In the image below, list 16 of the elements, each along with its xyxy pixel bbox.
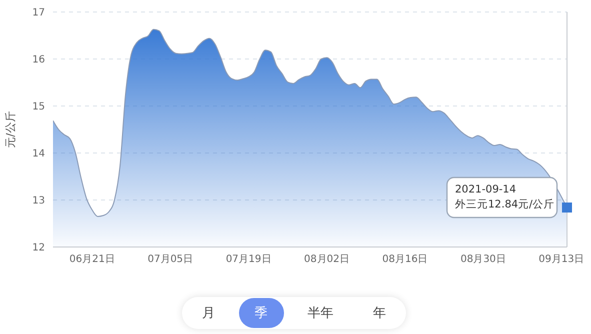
x-tick-label: 06月21日 — [69, 254, 115, 266]
period-selector: 月 季 半年 年 — [182, 297, 406, 329]
y-tick-label: 13 — [32, 196, 45, 207]
x-tick-label: 07月05日 — [148, 254, 194, 266]
y-tick-label: 15 — [32, 102, 45, 113]
y-axis-title: 元/公斤 — [4, 111, 17, 148]
y-tick-label: 14 — [32, 148, 45, 160]
y-tick-label: 17 — [32, 8, 45, 19]
x-tick-label: 09月13日 — [538, 254, 584, 266]
y-tick-label: 12 — [32, 242, 45, 254]
x-tick-label: 07月19日 — [226, 254, 272, 266]
annotation: 2021-09-14 外三元12.84元/公斤 — [455, 184, 555, 211]
x-tick-label: 08月02日 — [304, 254, 350, 266]
y-tick-label: 16 — [32, 54, 45, 66]
x-tick-label: 08月30日 — [460, 254, 506, 266]
x-tick-label: 08月16日 — [382, 254, 428, 266]
